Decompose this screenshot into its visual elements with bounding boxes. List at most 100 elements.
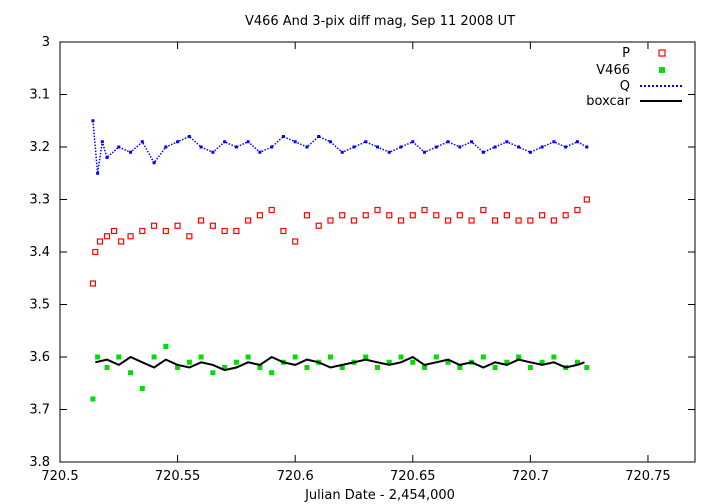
y-tick-label: 3.1 — [29, 88, 50, 103]
series-v466-point — [339, 365, 345, 370]
y-tick-label: 3.3 — [29, 193, 50, 208]
series-p-point — [433, 212, 440, 219]
series-q-point — [140, 140, 144, 144]
series-p-point — [268, 206, 275, 214]
series-v466-point — [480, 354, 486, 360]
series-v466-point — [233, 359, 239, 365]
series-p-point — [103, 233, 111, 240]
series-p-point — [174, 222, 181, 229]
series-v466-point — [445, 359, 451, 365]
series-p-point — [409, 212, 416, 219]
series-q-point — [223, 140, 227, 144]
series-p-point — [233, 227, 240, 235]
series-v466-point — [492, 365, 498, 370]
series-v466-point — [151, 354, 157, 360]
x-tick-label: 720.65 — [390, 469, 436, 484]
series-q-point — [246, 140, 250, 144]
y-tick-label: 3.4 — [29, 245, 50, 260]
series-q-point — [317, 135, 321, 138]
series-p-point — [127, 233, 134, 240]
series-v466-point — [457, 365, 463, 370]
series-v466-point — [292, 354, 298, 360]
series-v466-point — [304, 365, 310, 370]
series-v466-point — [551, 354, 557, 360]
series-q-point — [281, 135, 285, 138]
series-p-point — [350, 217, 358, 224]
series-q-point — [340, 150, 344, 154]
series-p-point — [397, 217, 405, 224]
series-q-point — [199, 145, 203, 149]
x-tick-label: 720.5 — [41, 469, 78, 484]
series-v466 — [90, 344, 590, 402]
series-v466-point — [504, 359, 510, 365]
series-p-point — [280, 227, 287, 235]
series-p-point — [292, 238, 299, 245]
series-q-point — [376, 145, 379, 149]
series-v466-point — [269, 370, 275, 376]
series-q-point — [328, 140, 332, 144]
legend-swatch-p — [658, 49, 666, 57]
y-tick-label: 3.6 — [29, 350, 50, 365]
series-p-point — [362, 212, 369, 219]
series-p-point — [118, 238, 125, 245]
series-v466-point — [186, 359, 192, 365]
series-p-point — [89, 280, 97, 287]
series-p-point — [480, 206, 487, 214]
series-v466-point — [516, 354, 522, 360]
series-v466-point — [198, 354, 204, 360]
series-q-point — [517, 145, 521, 149]
series-q-point — [387, 150, 391, 154]
series-p-point — [162, 227, 169, 235]
y-tick-label: 3.5 — [29, 298, 50, 313]
series-v466-point — [257, 365, 263, 370]
series-p-point — [539, 212, 546, 219]
series-q-point — [129, 150, 133, 154]
series-q-point — [234, 145, 238, 149]
series-q-point — [187, 135, 191, 138]
legend-swatch-v466 — [659, 67, 665, 73]
series-q-point — [364, 140, 368, 144]
series-q-point — [540, 145, 544, 149]
series-q-point — [91, 119, 95, 123]
series-v466-point — [422, 365, 428, 370]
series-p-point — [327, 217, 334, 224]
series-v466-point — [433, 354, 439, 360]
series-q-point — [564, 145, 568, 149]
series-v466-point — [245, 354, 251, 360]
series-q-point — [117, 145, 121, 149]
series-q-point — [575, 140, 579, 144]
series-p-point — [456, 212, 463, 219]
series-p-point — [209, 222, 216, 229]
series-p — [89, 196, 590, 287]
y-tick-label: 3.7 — [29, 403, 50, 418]
legend-label: P — [622, 46, 630, 61]
series-boxcar-line — [95, 355, 585, 372]
series-q-point — [96, 171, 100, 175]
chart-title: V466 And 3-pix diff mag, Sep 11 2008 UT — [245, 14, 515, 29]
series-p-point — [256, 212, 264, 219]
x-tick-label: 720.55 — [155, 469, 201, 484]
series-p-point — [550, 217, 557, 224]
series-q-point — [176, 140, 180, 144]
series-p-point — [186, 233, 193, 240]
series-v466-point — [398, 354, 404, 360]
series-p-point — [96, 238, 104, 245]
series-p-point — [421, 206, 428, 214]
series-q-point — [505, 140, 509, 144]
series-q-point — [446, 140, 450, 144]
series-v466-point — [375, 365, 380, 370]
series-v466-point — [222, 365, 228, 370]
series-p-point — [527, 217, 534, 224]
series-q-point — [305, 145, 309, 149]
series-p-point — [468, 217, 475, 224]
series-q-point — [100, 140, 104, 144]
series-p-point — [444, 217, 452, 224]
series-v466-point — [527, 365, 533, 370]
series-v466-point — [210, 370, 216, 376]
series-p-point — [303, 212, 311, 219]
series-p-point — [386, 212, 393, 219]
series-v466-point — [95, 354, 101, 360]
series-q-point — [399, 145, 403, 149]
series-q-point — [152, 161, 156, 165]
